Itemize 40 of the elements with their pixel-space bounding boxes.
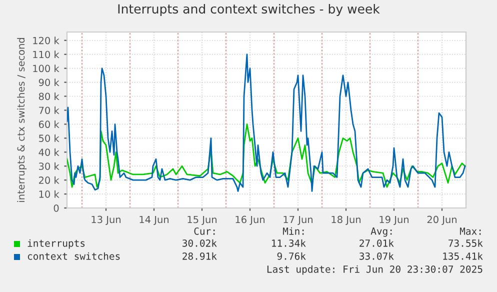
legend-label: interrupts xyxy=(28,239,85,249)
text: 9.76k xyxy=(277,252,306,260)
line-series xyxy=(67,123,466,188)
x-tick-label: 13 Jun xyxy=(92,216,120,225)
y-tick-label: 10 k xyxy=(39,190,60,198)
x-tick-label: 14 Jun xyxy=(140,216,168,225)
text: 135.41k xyxy=(443,252,483,260)
line-series xyxy=(67,54,466,192)
text: 11.34k xyxy=(272,239,306,247)
text: Cur: xyxy=(194,227,215,235)
text: Avg: xyxy=(370,228,392,237)
text: 33.07k xyxy=(360,252,394,260)
y-tick-label: 100 k xyxy=(33,64,60,72)
x-tick-label: 18 Jun xyxy=(332,216,360,225)
text: 28.91k xyxy=(182,252,217,260)
text: Min: xyxy=(282,227,304,235)
x-tick-label: 20 Jun xyxy=(427,216,456,225)
y-tick-label: 70 k xyxy=(39,106,60,114)
y-tick-label: 40 k xyxy=(38,148,60,156)
x-tick-label: 15 Jun xyxy=(188,216,216,225)
y-tick-label: 50 k xyxy=(39,134,60,142)
y-tick-label: 90 k xyxy=(38,78,60,86)
y-tick-label: 120 k xyxy=(33,36,60,44)
x-tick-label: 16 Jun xyxy=(236,216,264,225)
text: Last update: Fri Jun 20 23:30:07 2025 xyxy=(267,265,482,275)
y-tick-label: 60 k xyxy=(38,120,60,128)
text: 73.55k xyxy=(448,239,483,247)
text: 27.01k xyxy=(360,239,394,247)
y-tick-label: 0 xyxy=(54,204,59,212)
y-tick-label: 80 k xyxy=(38,92,60,100)
chart-title: Interrupts and context switches - by week xyxy=(118,4,380,16)
y-axis-title: interrupts & ctx switches / second xyxy=(17,38,27,202)
legend-label: context switches xyxy=(28,252,120,260)
text: 30.02k xyxy=(182,239,217,247)
text: Max: xyxy=(460,228,481,235)
y-tick-label: 110 k xyxy=(33,50,60,58)
y-tick-label: 20 k xyxy=(38,176,60,184)
y-tick-label: 30 k xyxy=(39,162,60,170)
x-tick-label: 19 Jun xyxy=(380,216,408,225)
x-tick-label: 17 Jun xyxy=(284,216,312,225)
